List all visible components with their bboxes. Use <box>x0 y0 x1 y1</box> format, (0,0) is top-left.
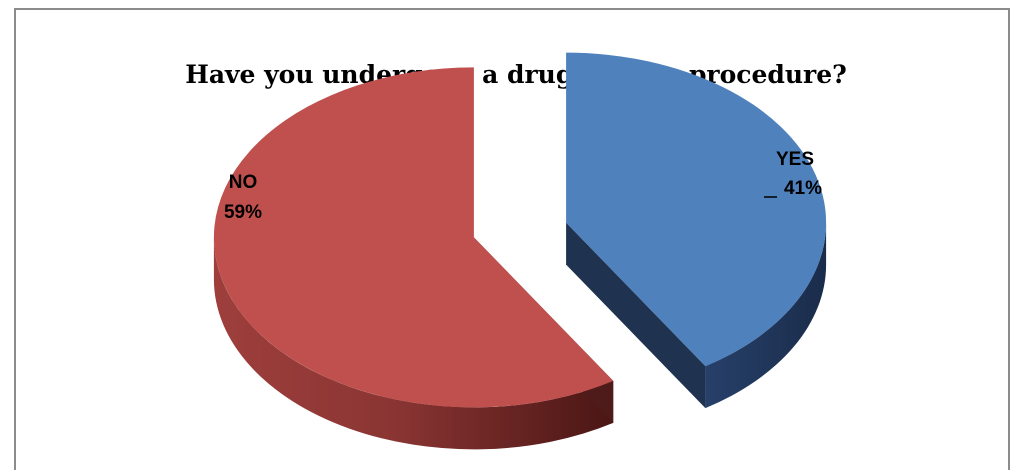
label-yes-value: 41% <box>784 178 822 199</box>
pie-side-no <box>213 237 614 450</box>
label-no-value: 59% <box>224 202 262 223</box>
chart-title: Have you undergone a drug testing proced… <box>185 60 847 89</box>
pie-slice-no <box>213 67 614 408</box>
label-no-name: NO <box>229 172 258 193</box>
pie-side-yes <box>705 222 827 409</box>
label-yes-name: YES <box>776 149 814 170</box>
pie-slice-yes <box>566 52 827 367</box>
pie-cut-yes-1 <box>566 222 706 409</box>
